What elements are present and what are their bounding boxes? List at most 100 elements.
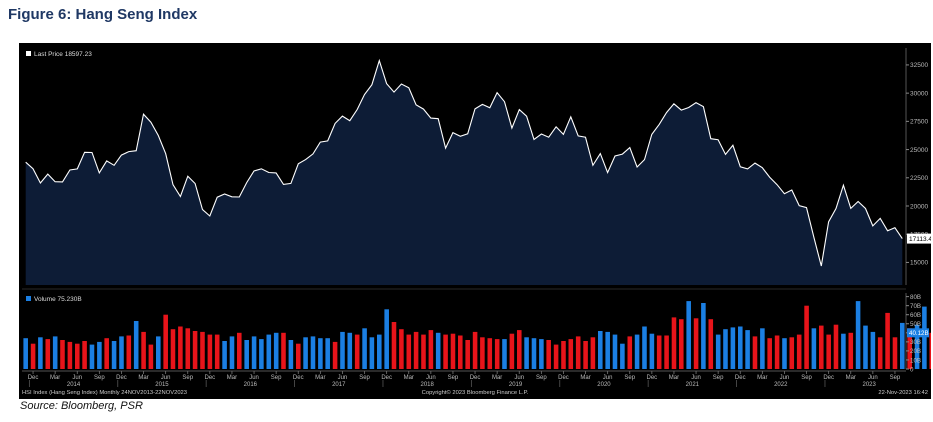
volume-bar bbox=[745, 330, 750, 369]
month-label: Jun bbox=[338, 375, 348, 381]
volume-bar bbox=[45, 339, 51, 369]
volume-bar bbox=[318, 338, 323, 369]
volume-bar bbox=[811, 328, 817, 369]
month-label: Dec bbox=[647, 375, 658, 381]
volume-bar bbox=[244, 340, 249, 369]
volume-bar bbox=[914, 324, 920, 369]
volume-bar bbox=[325, 338, 330, 369]
volume-bar bbox=[229, 336, 235, 369]
volume-bar bbox=[52, 336, 58, 369]
month-label: Dec bbox=[470, 375, 481, 381]
volume-bar bbox=[428, 330, 434, 369]
price-ytick-label: 22500 bbox=[910, 175, 928, 182]
volume-bar bbox=[590, 337, 596, 369]
price-ytick-label: 15000 bbox=[910, 260, 928, 267]
volume-bar bbox=[612, 334, 618, 369]
volume-bar bbox=[185, 328, 191, 369]
year-label: 2020 bbox=[597, 382, 611, 388]
volume-bar bbox=[89, 344, 95, 369]
month-label: Mar bbox=[669, 375, 679, 381]
volume-bar bbox=[170, 329, 176, 369]
volume-bar bbox=[377, 334, 382, 369]
volume-bar bbox=[752, 336, 758, 369]
volume-bar bbox=[340, 331, 345, 369]
volume-bar bbox=[75, 343, 80, 369]
volume-bar bbox=[892, 337, 898, 369]
volume-bar bbox=[848, 332, 854, 369]
volume-bar bbox=[141, 331, 146, 369]
volume-bar bbox=[885, 312, 890, 369]
month-label: Jun bbox=[514, 375, 524, 381]
volume-bar bbox=[679, 319, 684, 369]
hang-seng-chart: 1500017500200002250025000275003000032500… bbox=[19, 43, 931, 399]
volume-bar bbox=[855, 301, 861, 369]
month-label: Sep bbox=[94, 375, 105, 381]
volume-bar bbox=[642, 326, 647, 369]
volume-bar bbox=[605, 331, 610, 369]
volume-bar bbox=[126, 335, 132, 369]
volume-panel bbox=[22, 293, 906, 369]
volume-bar bbox=[362, 328, 367, 369]
month-label: Mar bbox=[138, 375, 148, 381]
volume-bar bbox=[458, 335, 463, 369]
year-label: 2017 bbox=[332, 382, 346, 388]
month-label: Mar bbox=[227, 375, 237, 381]
volume-bar bbox=[494, 339, 500, 369]
month-label: Sep bbox=[624, 375, 635, 381]
year-label: 2022 bbox=[774, 382, 788, 388]
volume-bar bbox=[222, 341, 227, 369]
month-label: Sep bbox=[359, 375, 370, 381]
volume-ytick-label: 10B bbox=[910, 357, 921, 364]
volume-bar bbox=[214, 334, 220, 369]
price-line bbox=[25, 58, 903, 267]
volume-bar bbox=[877, 337, 883, 369]
volume-bar bbox=[546, 340, 551, 369]
volume-bar bbox=[156, 336, 161, 369]
year-label: 2019 bbox=[509, 382, 523, 388]
month-label: Jun bbox=[868, 375, 878, 381]
month-label: Dec bbox=[823, 375, 834, 381]
price-ytick-label: 25000 bbox=[910, 147, 928, 154]
volume-bar bbox=[863, 325, 868, 369]
year-label: 2023 bbox=[862, 382, 876, 388]
year-label: 2018 bbox=[420, 382, 434, 388]
volume-bar bbox=[413, 331, 419, 369]
volume-bar bbox=[531, 338, 537, 369]
volume-bar bbox=[715, 334, 721, 369]
month-label: Mar bbox=[315, 375, 325, 381]
month-label: Mar bbox=[50, 375, 60, 381]
price-ytick-label: 30000 bbox=[910, 90, 928, 97]
volume-bar bbox=[583, 341, 588, 369]
volume-bar bbox=[767, 338, 772, 369]
volume-bar bbox=[30, 343, 36, 369]
volume-bar bbox=[664, 335, 669, 369]
volume-bar bbox=[929, 332, 931, 369]
volume-bar bbox=[841, 333, 846, 369]
volume-bar bbox=[97, 341, 102, 369]
volume-bar bbox=[347, 332, 353, 369]
month-label: Jun bbox=[72, 375, 82, 381]
volume-legend-swatch bbox=[26, 296, 31, 301]
volume-bar bbox=[561, 341, 566, 369]
price-legend-swatch bbox=[26, 51, 31, 56]
volume-bar bbox=[774, 335, 780, 369]
volume-ytick-label: 0 bbox=[910, 366, 914, 373]
volume-bar bbox=[288, 340, 294, 369]
month-label: Sep bbox=[713, 375, 724, 381]
month-label: Jun bbox=[161, 375, 171, 381]
volume-bar bbox=[104, 338, 109, 369]
month-label: Sep bbox=[448, 375, 459, 381]
volume-bar bbox=[819, 325, 824, 369]
figure-title: Figure 6: Hang Seng Index bbox=[8, 6, 198, 23]
volume-bar bbox=[656, 335, 662, 369]
month-label: Mar bbox=[492, 375, 502, 381]
volume-bar bbox=[259, 339, 264, 369]
month-label: Jun bbox=[249, 375, 259, 381]
volume-bar bbox=[178, 326, 183, 369]
price-ytick-label: 20000 bbox=[910, 203, 928, 210]
last-price-tag bbox=[907, 233, 931, 244]
volume-bar bbox=[627, 336, 633, 369]
volume-bar bbox=[354, 334, 360, 369]
volume-bar bbox=[649, 333, 655, 369]
volume-bar bbox=[671, 317, 677, 369]
